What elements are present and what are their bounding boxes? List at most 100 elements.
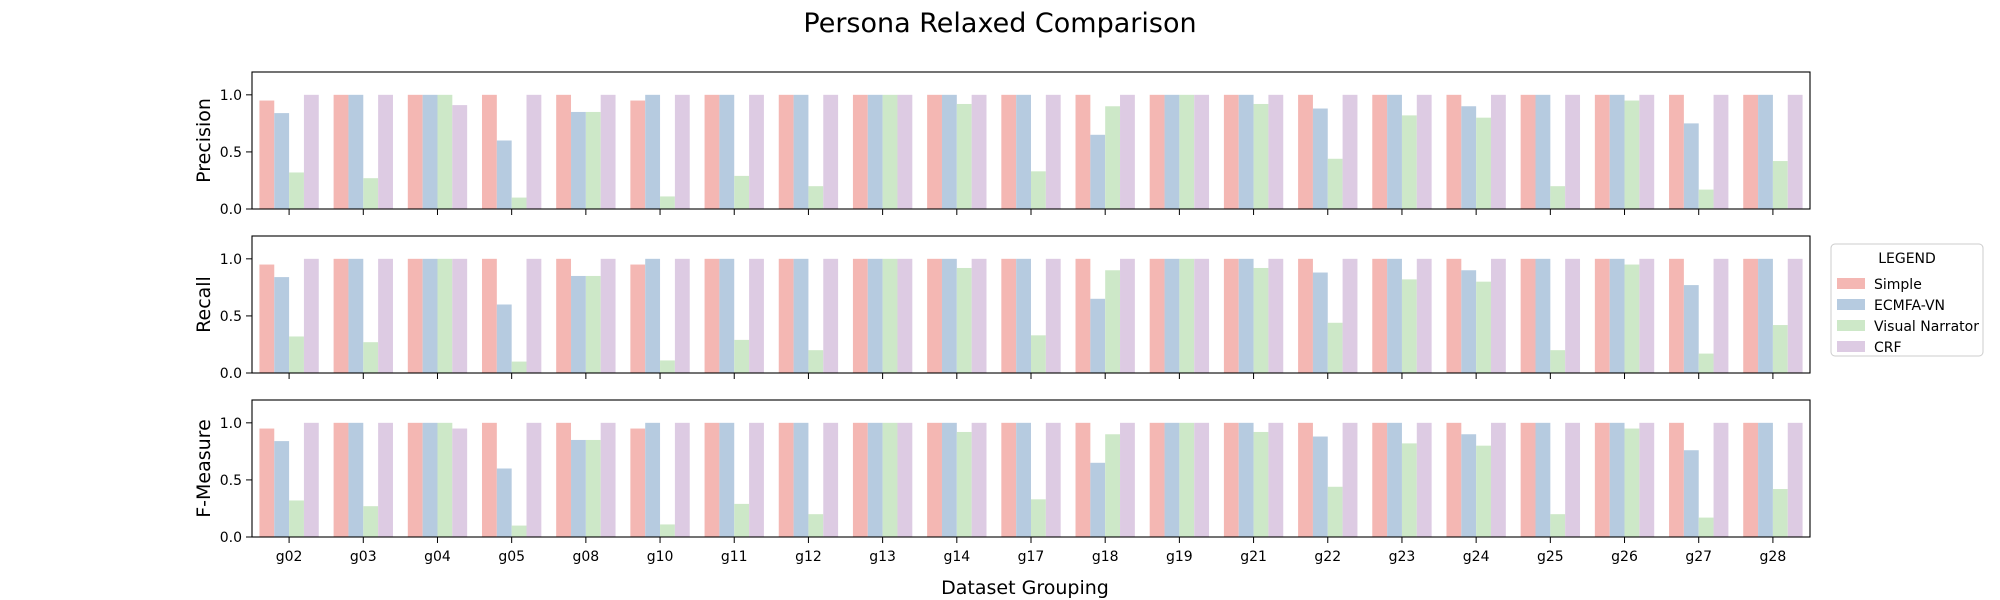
- bar-recall-g28-crf: [1787, 258, 1803, 373]
- legend-swatch-visual-narrator: [1837, 320, 1865, 331]
- x-tick-label: g11: [721, 549, 748, 565]
- x-tick-label: g08: [573, 549, 600, 565]
- bar-f-measure-g24-ecmfa-vn: [1461, 434, 1477, 537]
- x-tick-label: g03: [350, 549, 377, 565]
- bar-precision-g12-visual-narrator: [808, 186, 824, 209]
- bar-f-measure-g23-ecmfa-vn: [1387, 422, 1402, 537]
- bar-f-measure-g14-visual-narrator: [956, 431, 972, 537]
- bar-recall-g04-crf: [452, 258, 468, 373]
- x-axis-label: Dataset Grouping: [941, 577, 1109, 599]
- bar-precision-g02-simple: [259, 100, 275, 209]
- bar-precision-g13-ecmfa-vn: [867, 94, 883, 209]
- bar-f-measure-g19-crf: [1194, 422, 1210, 537]
- y-tick-label: 0.0: [220, 202, 242, 218]
- bar-precision-g10-crf: [674, 94, 690, 209]
- bar-recall-g03-visual-narrator: [363, 342, 379, 374]
- bar-recall-g03-simple: [333, 258, 349, 373]
- bar-f-measure-g05-simple: [481, 422, 497, 537]
- bar-recall-g25-crf: [1565, 258, 1581, 373]
- bar-precision-g17-simple: [1001, 94, 1017, 209]
- bar-f-measure-g13-visual-narrator: [882, 422, 898, 537]
- bar-f-measure-g21-ecmfa-vn: [1238, 422, 1254, 537]
- bar-precision-g27-ecmfa-vn: [1683, 123, 1699, 210]
- y-tick-label: 0.5: [220, 145, 242, 161]
- bar-recall-g02-simple: [259, 264, 275, 373]
- bar-f-measure-g24-visual-narrator: [1476, 445, 1491, 537]
- bar-precision-g26-crf: [1639, 94, 1655, 209]
- bar-precision-g11-ecmfa-vn: [719, 94, 735, 209]
- bar-precision-g04-visual-narrator: [437, 94, 453, 209]
- bar-f-measure-g03-simple: [333, 422, 349, 537]
- bar-f-measure-g04-visual-narrator: [437, 422, 453, 537]
- bar-precision-g21-crf: [1268, 94, 1284, 209]
- bar-f-measure-g18-ecmfa-vn: [1090, 462, 1106, 537]
- bar-precision-g11-visual-narrator: [734, 175, 750, 209]
- bar-precision-g25-simple: [1520, 94, 1536, 209]
- bar-f-measure-g11-simple: [704, 422, 720, 537]
- legend-label-crf: CRF: [1874, 340, 1902, 356]
- bar-precision-g05-simple: [481, 94, 497, 209]
- bar-f-measure-g28-crf: [1787, 422, 1803, 537]
- bar-recall-g14-simple: [927, 258, 942, 373]
- bar-f-measure-g22-visual-narrator: [1327, 486, 1343, 537]
- bar-f-measure-g26-visual-narrator: [1624, 428, 1640, 537]
- bar-precision-g23-ecmfa-vn: [1387, 94, 1402, 209]
- bar-f-measure-g08-visual-narrator: [585, 439, 601, 537]
- bar-recall-g19-visual-narrator: [1179, 258, 1195, 373]
- bar-f-measure-g04-ecmfa-vn: [422, 422, 438, 537]
- bar-recall-g18-visual-narrator: [1105, 270, 1121, 373]
- bar-precision-g25-crf: [1565, 94, 1581, 209]
- bar-precision-g08-visual-narrator: [585, 111, 601, 209]
- bar-f-measure-g13-simple: [852, 422, 868, 537]
- bar-recall-g04-simple: [407, 258, 423, 373]
- bar-f-measure-g19-visual-narrator: [1179, 422, 1195, 537]
- bar-f-measure-g17-crf: [1045, 422, 1061, 537]
- bar-f-measure-g21-simple: [1223, 422, 1239, 537]
- bar-recall-g04-visual-narrator: [437, 258, 453, 373]
- bar-precision-g11-crf: [749, 94, 764, 209]
- bar-precision-g23-crf: [1416, 94, 1432, 209]
- bar-recall-g14-visual-narrator: [956, 267, 972, 373]
- bar-precision-g05-ecmfa-vn: [496, 140, 512, 209]
- bar-precision-g13-simple: [852, 94, 868, 209]
- bar-f-measure-g10-simple: [630, 428, 646, 537]
- legend-swatch-simple: [1837, 278, 1865, 289]
- bar-f-measure-g10-ecmfa-vn: [645, 422, 661, 537]
- bar-precision-g05-visual-narrator: [511, 197, 527, 209]
- bar-recall-g12-simple: [778, 258, 794, 373]
- bar-precision-g14-ecmfa-vn: [941, 94, 957, 209]
- bar-f-measure-g08-simple: [556, 422, 572, 537]
- bar-recall-g27-crf: [1713, 258, 1729, 373]
- bar-precision-g17-crf: [1045, 94, 1061, 209]
- subplot-precision: 0.0 0.5 1.0 Precision: [193, 71, 1811, 218]
- bar-recall-g28-visual-narrator: [1772, 325, 1788, 373]
- bar-recall-g10-visual-narrator: [660, 360, 675, 373]
- bar-recall-g12-visual-narrator: [808, 350, 824, 373]
- bar-f-measure-g04-crf: [452, 428, 468, 537]
- bar-precision-g12-ecmfa-vn: [793, 94, 809, 209]
- bar-f-measure-g23-simple: [1372, 422, 1388, 537]
- bar-recall-g10-simple: [630, 264, 646, 373]
- bar-f-measure-g12-simple: [778, 422, 794, 537]
- bar-recall-g04-ecmfa-vn: [422, 258, 438, 373]
- x-tick-label: g02: [276, 549, 303, 565]
- bar-precision-g28-simple: [1743, 94, 1759, 209]
- bar-precision-g02-ecmfa-vn: [274, 113, 290, 209]
- bar-recall-g22-ecmfa-vn: [1312, 272, 1328, 373]
- bar-precision-g14-visual-narrator: [956, 103, 972, 209]
- bar-precision-g22-simple: [1298, 94, 1313, 209]
- bar-f-measure-g24-crf: [1490, 422, 1506, 537]
- bar-recall-g14-ecmfa-vn: [941, 258, 957, 373]
- bar-precision-g25-ecmfa-vn: [1535, 94, 1551, 209]
- bar-recall-g17-ecmfa-vn: [1016, 258, 1031, 373]
- bar-recall-g02-crf: [303, 258, 319, 373]
- bar-recall-g21-ecmfa-vn: [1238, 258, 1254, 373]
- bar-precision-g25-visual-narrator: [1550, 186, 1566, 209]
- bar-precision-g14-simple: [927, 94, 942, 209]
- bar-f-measure-g22-ecmfa-vn: [1312, 436, 1328, 537]
- bar-precision-g12-simple: [778, 94, 794, 209]
- bar-f-measure-g02-visual-narrator: [289, 500, 304, 537]
- bar-precision-g24-visual-narrator: [1476, 117, 1491, 209]
- bar-f-measure-g18-simple: [1075, 422, 1091, 537]
- bar-f-measure-g25-ecmfa-vn: [1535, 422, 1551, 537]
